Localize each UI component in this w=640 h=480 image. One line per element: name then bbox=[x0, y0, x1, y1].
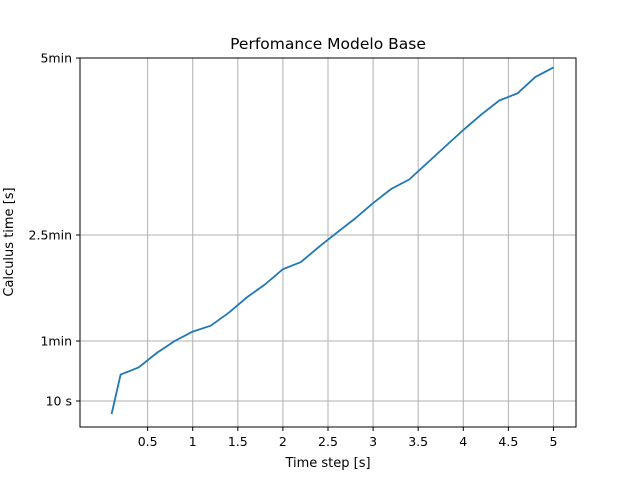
tick-layer: 0.5 1 1.5 2 2.5 3 3.5 4 4.5 5 10 s 1min 2.5min 5min bbox=[29, 51, 558, 450]
x-axis-label: Time step [s] bbox=[284, 456, 370, 471]
series-line bbox=[110, 66, 554, 415]
x-tick-label: 5 bbox=[549, 434, 557, 449]
x-tick-label: 2 bbox=[279, 434, 287, 449]
series-layer bbox=[110, 66, 554, 415]
x-tick-label: 4 bbox=[459, 434, 467, 449]
x-tick-label: 0.5 bbox=[138, 434, 158, 449]
x-tick-label: 1.5 bbox=[228, 434, 248, 449]
y-tick-label: 1min bbox=[40, 334, 72, 349]
y-tick-label: 10 s bbox=[46, 394, 72, 409]
y-tick-label: 5min bbox=[40, 51, 72, 66]
x-tick-label: 4.5 bbox=[498, 434, 518, 449]
x-tick-label: 3 bbox=[369, 434, 377, 449]
y-tick-label: 2.5min bbox=[29, 228, 72, 243]
x-tick-label: 3.5 bbox=[408, 434, 428, 449]
chart-title: Perfomance Modelo Base bbox=[230, 35, 426, 53]
x-tick-label: 1 bbox=[189, 434, 197, 449]
y-axis-label: Calculus time [s] bbox=[2, 187, 17, 296]
x-tick-label: 2.5 bbox=[318, 434, 338, 449]
